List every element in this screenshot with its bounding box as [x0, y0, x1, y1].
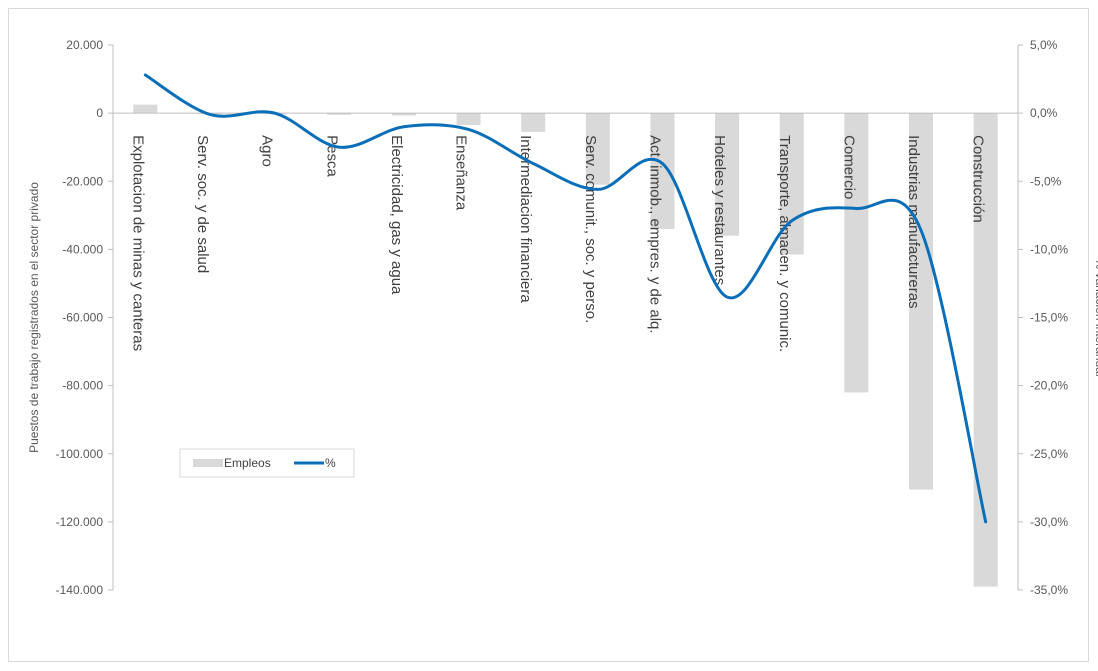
category-label: Construcción — [970, 135, 987, 223]
right-tick-label: -20,0% — [1030, 379, 1068, 393]
category-label: Industrias manufactureras — [905, 135, 922, 308]
legend-label-empleos: Empleos — [224, 456, 271, 470]
bar-empleos — [715, 113, 740, 236]
y-axis-title: Puestos de trabajo registrados en el sec… — [27, 182, 41, 453]
right-tick-label: -10,0% — [1030, 242, 1068, 256]
line-point — [597, 189, 598, 190]
left-tick-label: 0 — [96, 106, 103, 120]
line-point — [339, 147, 340, 148]
bar-empleos — [521, 113, 546, 132]
bar-empleos — [844, 113, 869, 393]
bar-empleos — [133, 104, 158, 114]
line-point — [274, 113, 275, 114]
right-tick-label: 5,0% — [1030, 38, 1058, 52]
line-point — [145, 74, 146, 75]
right-tick-label: -5,0% — [1030, 174, 1062, 188]
line-point — [985, 521, 986, 522]
bar-empleos — [909, 113, 934, 490]
right-tick-label: -30,0% — [1030, 515, 1068, 529]
left-tick-label: -60.000 — [62, 311, 103, 325]
category-label: Hoteles y restaurantes — [711, 135, 728, 285]
line-point — [791, 220, 792, 221]
category-label: Enseñanza — [453, 135, 470, 211]
line-point — [856, 208, 857, 209]
y2-axis-title: % variación interanual — [1093, 258, 1098, 376]
left-tick-label: 20.000 — [66, 38, 103, 52]
category-label: Explotacion de minas y canteras — [129, 135, 146, 351]
left-tick-label: -40.000 — [62, 242, 103, 256]
category-label: Serv. soc. y de salud — [194, 135, 211, 273]
series-line-percent — [143, 73, 988, 524]
chart-frame — [8, 8, 1089, 662]
line-point — [662, 163, 663, 164]
category-label: Serv. comunit., soc. y perso. — [582, 135, 599, 323]
bar-empleos — [456, 113, 481, 126]
legend-label-percent: % — [325, 456, 336, 470]
right-tick-label: -15,0% — [1030, 311, 1068, 325]
right-tick-label: -35,0% — [1030, 583, 1068, 597]
category-label: Agro — [259, 135, 276, 167]
bar-empleos — [585, 113, 610, 185]
line-point — [468, 129, 469, 130]
bar-empleos — [391, 113, 416, 116]
legend-swatch-empleos — [193, 459, 223, 467]
line-point — [403, 126, 404, 127]
right-tick-label: 0,0% — [1030, 106, 1058, 120]
category-label: Electricidad, gas y agua — [388, 135, 405, 295]
line-point — [533, 163, 534, 164]
bar-empleos — [650, 113, 675, 229]
left-tick-label: -100.000 — [56, 447, 104, 461]
category-label: Comercio — [840, 135, 857, 199]
line-point — [727, 297, 728, 298]
bar-empleos — [327, 113, 352, 115]
left-tick-label: -80.000 — [62, 379, 103, 393]
category-label: Act. inmob., empres. y de alq. — [646, 135, 663, 333]
left-tick-label: -140.000 — [56, 583, 104, 597]
left-tick-label: -120.000 — [56, 515, 104, 529]
left-tick-label: -20.000 — [62, 174, 103, 188]
line-point — [921, 230, 922, 231]
right-tick-label: -25,0% — [1030, 447, 1068, 461]
line-point — [209, 114, 210, 115]
category-label: Transporte, almacen. y comunic. — [776, 135, 793, 352]
category-label: Intermediacion financiera — [517, 135, 534, 303]
bar-empleos — [973, 113, 998, 587]
